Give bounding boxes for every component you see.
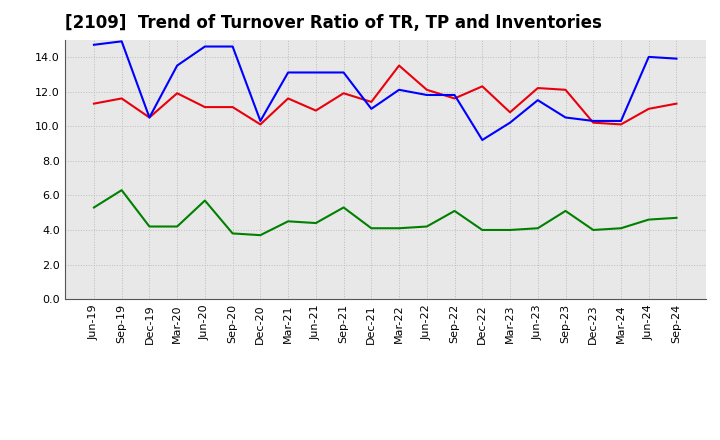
Inventories [201,198,210,203]
Trade Receivables [256,122,265,127]
Trade Payables [505,120,514,125]
Trade Receivables [616,122,625,127]
Trade Receivables [561,87,570,92]
Inventories [367,226,376,231]
Inventories [284,219,292,224]
Trade Payables [312,70,320,75]
Trade Payables [616,118,625,124]
Inventories [450,208,459,213]
Trade Payables [339,70,348,75]
Inventories [589,227,598,233]
Line: Trade Payables: Trade Payables [94,41,677,140]
Trade Payables [256,118,265,124]
Trade Payables [117,39,126,44]
Trade Receivables [589,120,598,125]
Inventories [145,224,154,229]
Inventories [561,208,570,213]
Trade Payables [644,54,653,59]
Trade Receivables [478,84,487,89]
Trade Receivables [423,87,431,92]
Line: Trade Receivables: Trade Receivables [94,66,677,125]
Trade Receivables [395,63,403,68]
Trade Receivables [89,101,98,106]
Inventories [173,224,181,229]
Inventories [644,217,653,222]
Trade Payables [589,118,598,124]
Trade Payables [173,63,181,68]
Trade Receivables [201,104,210,110]
Text: [2109]  Trend of Turnover Ratio of TR, TP and Inventories: [2109] Trend of Turnover Ratio of TR, TP… [65,15,602,33]
Inventories [312,220,320,226]
Inventories [339,205,348,210]
Trade Receivables [450,96,459,101]
Inventories [616,226,625,231]
Trade Payables [89,42,98,48]
Trade Payables [423,92,431,98]
Trade Payables [145,115,154,120]
Trade Receivables [672,101,681,106]
Inventories [117,187,126,193]
Trade Receivables [145,115,154,120]
Trade Payables [228,44,237,49]
Trade Receivables [644,106,653,111]
Inventories [228,231,237,236]
Trade Receivables [117,96,126,101]
Trade Receivables [534,85,542,91]
Trade Payables [672,56,681,61]
Trade Receivables [505,110,514,115]
Trade Payables [534,98,542,103]
Inventories [534,226,542,231]
Trade Receivables [173,91,181,96]
Trade Receivables [367,99,376,105]
Inventories [505,227,514,233]
Inventories [395,226,403,231]
Inventories [478,227,487,233]
Trade Receivables [284,96,292,101]
Trade Payables [284,70,292,75]
Trade Payables [478,137,487,143]
Line: Inventories: Inventories [94,190,677,235]
Trade Receivables [312,108,320,113]
Inventories [89,205,98,210]
Trade Payables [367,106,376,111]
Trade Receivables [339,91,348,96]
Trade Receivables [228,104,237,110]
Inventories [423,224,431,229]
Inventories [672,215,681,220]
Trade Payables [395,87,403,92]
Trade Payables [450,92,459,98]
Trade Payables [201,44,210,49]
Inventories [256,232,265,238]
Trade Payables [561,115,570,120]
